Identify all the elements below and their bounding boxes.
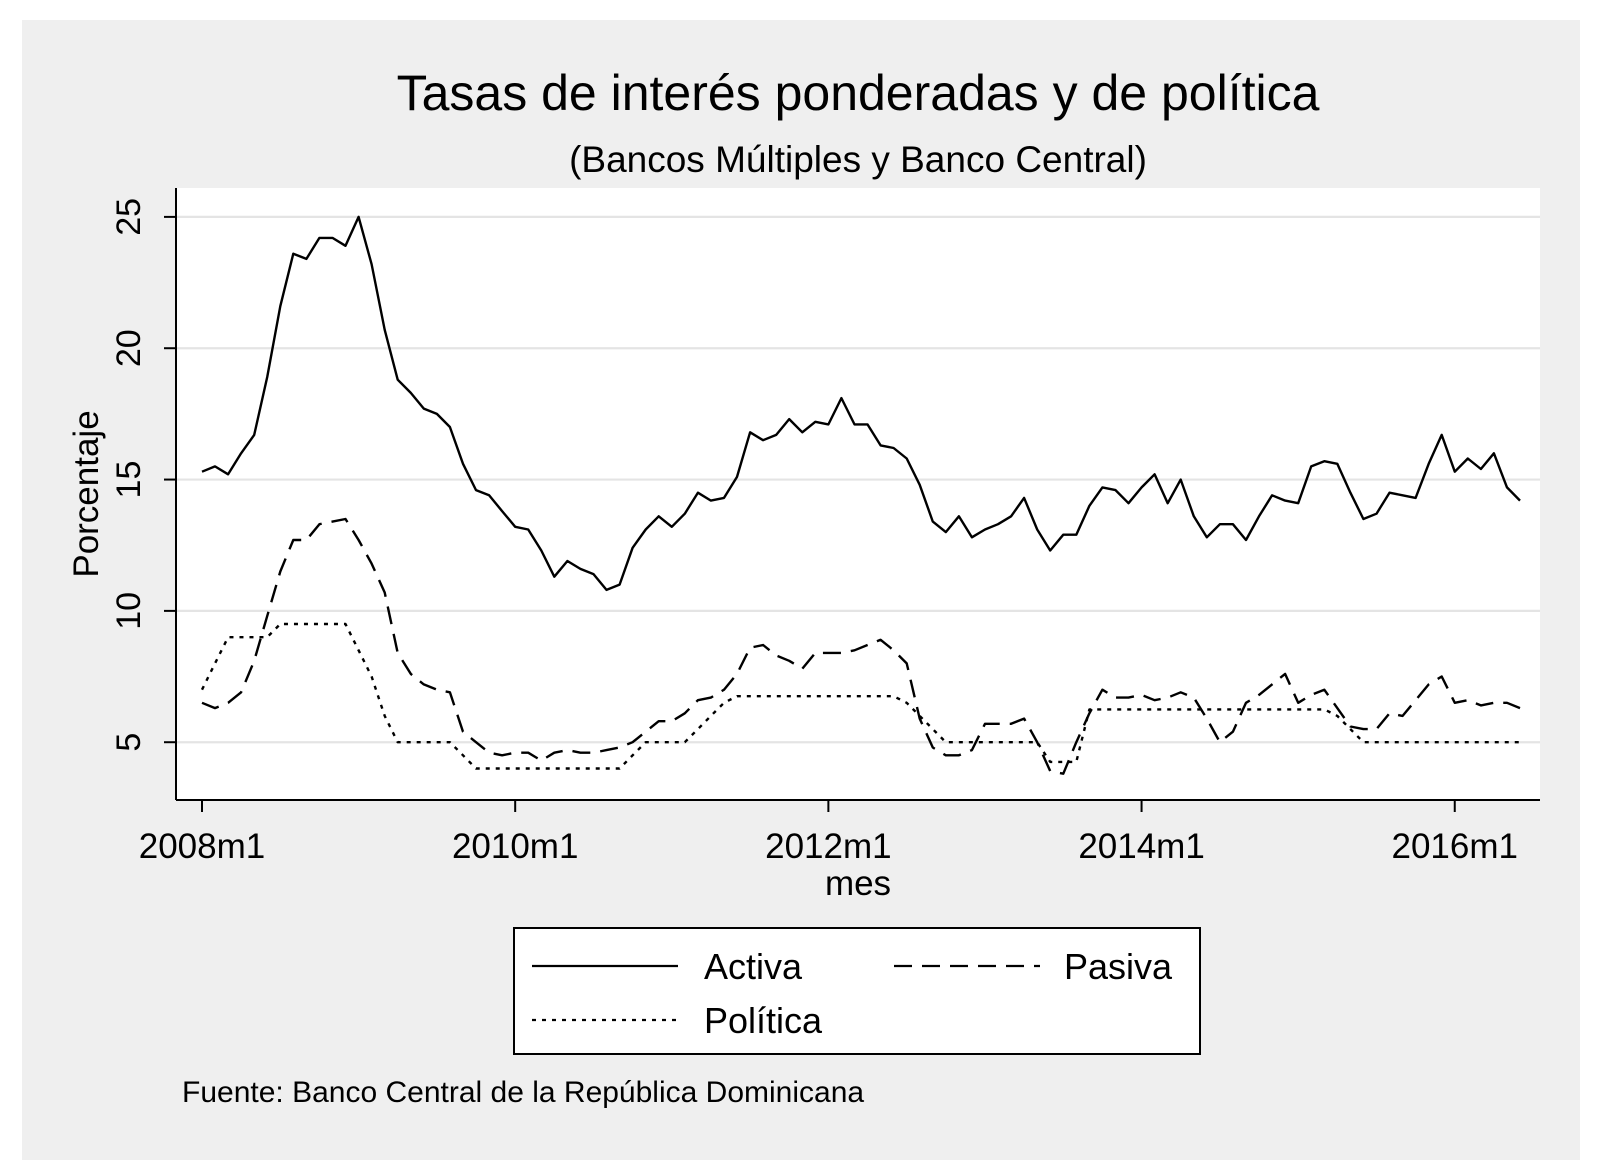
y-axis-label: Porcentaje <box>67 410 106 577</box>
plot-area <box>176 188 1540 800</box>
x-tick-label: 2016m1 <box>1392 827 1518 866</box>
y-tick-label: 10 <box>110 592 148 630</box>
x-tick-label: 2012m1 <box>765 827 891 866</box>
legend-box <box>513 927 1201 1055</box>
gridlines <box>177 215 1540 744</box>
y-tick-label: 20 <box>110 329 148 367</box>
x-tick-label: 2008m1 <box>139 827 265 866</box>
y-axis-ticks: 5 10 15 20 25 <box>110 198 176 752</box>
x-tick-label: 2010m1 <box>452 827 578 866</box>
chart-subtitle: (Bancos Múltiples y Banco Central) <box>569 139 1147 180</box>
series-line-politica <box>200 622 1520 770</box>
legend: Activa Pasiva Política <box>513 927 1201 1055</box>
legend-activa-label: Activa <box>704 946 803 987</box>
x-tick-label: 2014m1 <box>1078 827 1204 866</box>
legend-politica-label: Política <box>704 1000 823 1041</box>
x-axis-ticks: 2008m1 2010m1 2012m1 2014m1 2016m1 <box>139 800 1518 866</box>
series-line-pasiva <box>201 517 1521 775</box>
y-tick-label: 5 <box>110 733 148 752</box>
series-line-activa <box>201 215 1521 592</box>
legend-pasiva-label: Pasiva <box>1064 946 1173 987</box>
y-tick-label: 15 <box>110 461 148 499</box>
source-note: Fuente: Banco Central de la República Do… <box>182 1076 864 1109</box>
series-lines <box>200 215 1521 775</box>
chart-title: Tasas de interés ponderadas y de polític… <box>397 65 1320 121</box>
y-tick-label: 25 <box>110 198 148 236</box>
x-axis-label: mes <box>825 864 891 903</box>
